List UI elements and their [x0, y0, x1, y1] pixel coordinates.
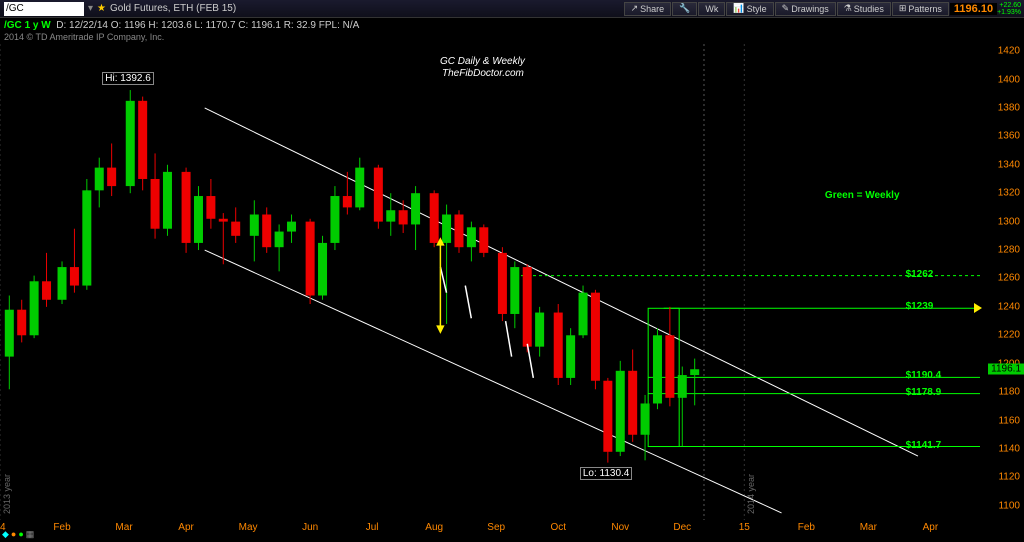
x-tick: Apr [923, 522, 939, 533]
y-tick: 1320 [998, 188, 1020, 199]
x-tick: Feb [53, 522, 70, 533]
patterns-button[interactable]: ⊞Patterns [892, 2, 949, 16]
x-tick: Jul [366, 522, 379, 533]
favorite-star-icon[interactable]: ★ [97, 3, 106, 14]
x-axis: 14FebMarAprMayJunJulAugSepOctNovDec15Feb… [0, 520, 980, 542]
y-tick: 1340 [998, 159, 1020, 170]
y-axis: 1100112011401160118012001220124012601280… [980, 44, 1024, 520]
settings-button[interactable]: 🔧 [672, 2, 697, 16]
x-tick: Oct [550, 522, 566, 533]
x-tick: Dec [673, 522, 691, 533]
x-tick: Mar [860, 522, 877, 533]
year-label: 2014 year [746, 474, 756, 514]
flask-icon: ⚗ [844, 3, 852, 14]
copyright: 2014 © TD Ameritrade IP Company, Inc. [4, 32, 164, 42]
top-toolbar: ▾ ★ Gold Futures, ETH (FEB 15) ↗Share 🔧 … [0, 0, 1024, 18]
pencil-icon: ✎ [782, 3, 790, 14]
chart-area[interactable]: Hi: 1392.6 Lo: 1130.4 GC Daily & WeeklyThe… [0, 44, 980, 520]
x-tick: 15 [739, 522, 750, 533]
y-tick: 1380 [998, 102, 1020, 113]
year-label: 2013 year [2, 474, 12, 514]
y-tick: 1300 [998, 216, 1020, 227]
style-button[interactable]: 📊Style [726, 2, 773, 16]
y-tick: 1280 [998, 245, 1020, 256]
studies-button[interactable]: ⚗Studies [837, 2, 891, 16]
drawings-button[interactable]: ✎Drawings [775, 2, 836, 16]
y-tick: 1420 [998, 46, 1020, 57]
y-tick: 1360 [998, 131, 1020, 142]
x-tick: Mar [115, 522, 132, 533]
chart-annotation: TheFibDoctor.com [442, 68, 524, 79]
price-change: +22.60 +1.93% [997, 2, 1024, 16]
chart-annotation: Green = Weekly [825, 190, 900, 201]
chart-annotation: Lo: 1130.4 [580, 467, 633, 480]
y-tick: 1120 [998, 472, 1020, 483]
chart-annotation: Hi: 1392.6 [102, 72, 154, 85]
chart-annotation: $1239 [906, 301, 934, 312]
share-button[interactable]: ↗Share [624, 2, 672, 16]
symbol-input[interactable] [4, 2, 84, 16]
x-tick: Feb [798, 522, 815, 533]
share-icon: ↗ [631, 3, 639, 14]
wrench-icon: 🔧 [679, 3, 690, 14]
y-tick: 1220 [998, 330, 1020, 341]
status-icons: ◆●●▦ [2, 529, 36, 540]
chart-annotation: $1178.9 [906, 387, 942, 398]
x-tick: Aug [425, 522, 443, 533]
dropdown-icon[interactable]: ▾ [88, 3, 93, 14]
x-tick: Sep [487, 522, 505, 533]
y-tick: 1100 [998, 500, 1020, 511]
x-tick: May [239, 522, 258, 533]
chart-annotation: $1190.4 [906, 370, 942, 381]
y-tick: 1140 [998, 443, 1020, 454]
y-tick: 1160 [998, 415, 1020, 426]
current-price-tag: 1196.1 [988, 364, 1024, 375]
y-tick: 1400 [998, 74, 1020, 85]
chart-annotation: GC Daily & Weekly [440, 56, 525, 67]
instrument-title: Gold Futures, ETH (FEB 15) [110, 3, 236, 14]
x-tick: Jun [302, 522, 318, 533]
chart-annotation: $1141.7 [906, 440, 942, 451]
x-tick: Nov [611, 522, 629, 533]
y-tick: 1260 [998, 273, 1020, 284]
y-tick: 1240 [998, 301, 1020, 312]
pattern-icon: ⊞ [899, 3, 907, 14]
candle-icon: 📊 [733, 3, 744, 14]
ohlc-bar: /GC 1 y W D: 12/22/14 O: 1196 H: 1203.6 … [0, 18, 1024, 32]
chart-annotation: $1262 [906, 269, 934, 280]
x-tick: Apr [178, 522, 194, 533]
y-tick: 1180 [998, 387, 1020, 398]
timeframe-button[interactable]: Wk [698, 2, 725, 16]
last-price: 1196.10 [950, 3, 997, 15]
